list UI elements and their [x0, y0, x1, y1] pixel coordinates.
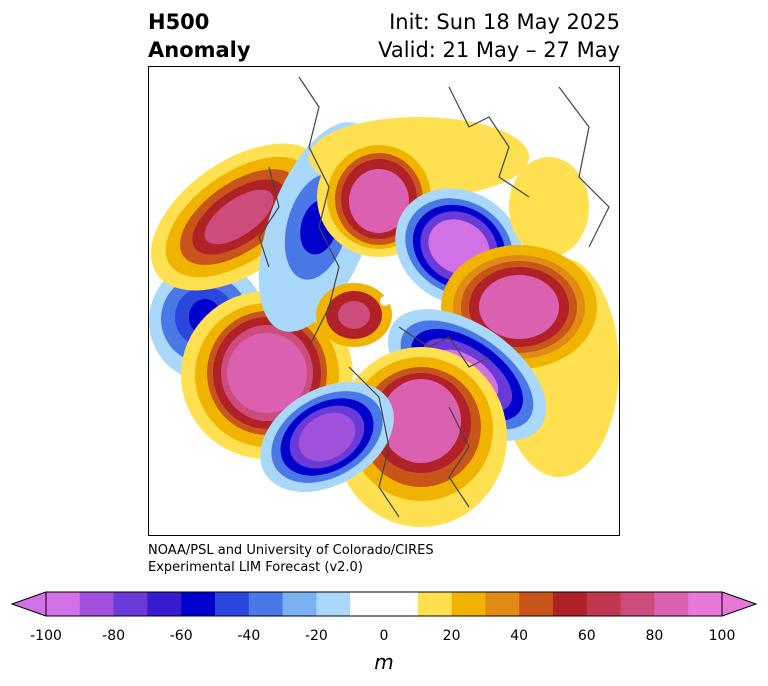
colorbar-tick-label: 100 — [708, 628, 736, 644]
colorbar-segments — [46, 592, 723, 616]
colorbar-segment — [620, 592, 655, 616]
colorbar-segment — [417, 592, 453, 616]
colorbar-segment — [654, 592, 689, 616]
forecast-dates: Init: Sun 18 May 2025 Valid: 21 May – 27… — [378, 8, 620, 64]
colorbar-tick-label: -40 — [237, 628, 261, 644]
colorbar-segment — [485, 592, 520, 616]
colorbar-segment — [215, 592, 250, 616]
colorbar-tick-label: -80 — [102, 628, 126, 644]
title-line-2: Anomaly — [148, 38, 251, 62]
colorbar-tick-label: -60 — [169, 628, 193, 644]
credit-text: NOAA/PSL and University of Colorado/CIRE… — [148, 542, 434, 576]
colorbar-low-arrow — [10, 591, 47, 617]
arctic-high — [316, 283, 392, 347]
anomaly-map — [148, 66, 620, 536]
colorbar-tick-label: 20 — [442, 628, 461, 644]
colorbar-segment — [113, 592, 148, 616]
colorbar-segment — [519, 592, 554, 616]
anomaly-field — [149, 117, 619, 527]
colorbar-segment — [46, 592, 81, 616]
colorbar-segment — [586, 592, 622, 616]
colorbar-segment — [350, 592, 385, 616]
colorbar-segment — [282, 592, 317, 616]
map-canvas — [149, 76, 619, 527]
colorbar-high-arrow — [721, 591, 758, 617]
title-line-1: H500 — [148, 10, 210, 34]
map-title: H500 Anomaly — [148, 8, 251, 64]
colorbar — [10, 591, 758, 617]
colorbar-segment — [248, 592, 284, 616]
colorbar-ticks: -100 -80 -60 -40 -20 0 20 40 60 80 100 — [0, 628, 768, 648]
credit-line-1: NOAA/PSL and University of Colorado/CIRE… — [148, 543, 434, 558]
colorbar-segment — [688, 592, 723, 616]
valid-date-label: Valid: 21 May – 27 May — [378, 38, 620, 62]
colorbar-unit: m — [374, 650, 394, 674]
colorbar-tick-label: -100 — [30, 628, 62, 644]
init-date-label: Init: Sun 18 May 2025 — [389, 10, 620, 34]
colorbar-segment — [147, 592, 182, 616]
colorbar-tick-label: 0 — [379, 628, 389, 644]
colorbar-segment — [316, 592, 351, 616]
coastlines — [258, 76, 610, 518]
colorbar-segment — [181, 592, 216, 616]
colorbar-segment — [79, 592, 115, 616]
colorbar-tick-label: 60 — [577, 628, 596, 644]
north-africa-trough — [260, 382, 394, 492]
colorbar-border — [45, 591, 723, 617]
colorbar-tick-label: 40 — [510, 628, 529, 644]
colorbar-segment — [451, 592, 486, 616]
colorbar-tick-label: 80 — [645, 628, 664, 644]
credit-line-2: Experimental LIM Forecast (v2.0) — [148, 560, 363, 575]
colorbar-segment — [553, 592, 588, 616]
colorbar-tick-label: -20 — [304, 628, 328, 644]
colorbar-segment — [384, 592, 419, 616]
